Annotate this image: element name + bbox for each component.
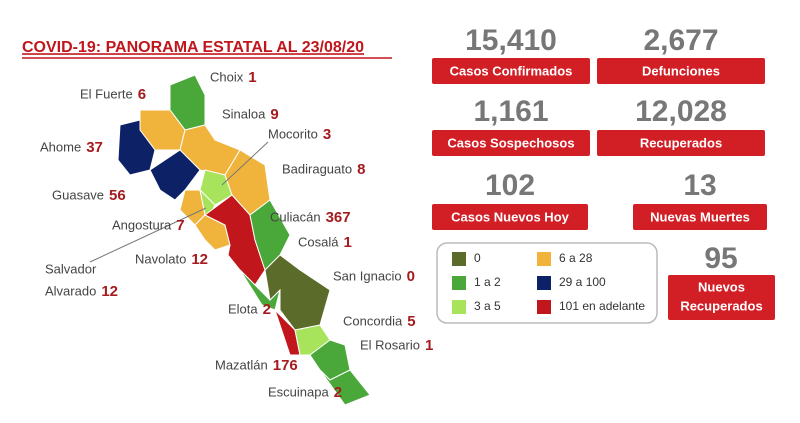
stat-value: 2,677 (643, 24, 718, 57)
legend-label: 101 en adelante (559, 299, 645, 313)
stat-label: Casos Sospechosos (447, 135, 574, 150)
municipality-name: Cosalá (298, 234, 339, 249)
municipality-value: 5 (407, 313, 415, 330)
municipality-value: 176 (273, 357, 298, 374)
municipality-name: Elota (228, 301, 258, 316)
municipality-value: 37 (86, 139, 103, 156)
stat-label: Defunciones (642, 63, 720, 78)
legend-swatch (452, 276, 466, 290)
stat-label: Recuperados (680, 298, 762, 313)
region-mocorito (199, 169, 233, 206)
municipality-name: Alvarado (45, 283, 96, 298)
municipality-name: Mazatlán (215, 357, 268, 372)
municipality-name: Badiraguato (282, 161, 352, 176)
municipality-name: Mocorito (268, 126, 318, 141)
municipality-name: San Ignacio (333, 268, 402, 283)
stat-box (597, 58, 765, 84)
municipality-value: 2 (263, 301, 271, 318)
municipality-value: 12 (101, 283, 118, 300)
municipality-name: Escuinapa (268, 384, 329, 399)
municipality-value: 7 (176, 217, 184, 234)
stat-label: Casos Confirmados (450, 63, 573, 78)
legend-label: 29 a 100 (559, 275, 606, 289)
legend-label: 3 a 5 (474, 299, 501, 313)
legend-label: 0 (474, 251, 481, 265)
stat-value: 95 (704, 242, 737, 275)
municipality-value: 9 (270, 106, 278, 123)
stat-box (432, 204, 588, 230)
municipality-name: Culiacán (270, 209, 321, 224)
municipality-name: Concordia (343, 313, 403, 328)
leader-line (221, 141, 269, 186)
stat-value: 102 (485, 169, 535, 202)
legend-swatch (537, 276, 551, 290)
municipality-name: Ahome (40, 139, 81, 154)
stat-value: 1,161 (473, 95, 548, 128)
municipality-value: 8 (357, 161, 365, 178)
municipality-value: 1 (425, 337, 433, 354)
stat-value: 15,410 (465, 24, 557, 57)
municipality-name: Guasave (52, 187, 104, 202)
municipality-value: 12 (191, 251, 208, 268)
municipality-name: Choix (210, 69, 244, 84)
region-escuinapa (319, 369, 371, 406)
legend-swatch (452, 300, 466, 314)
leader-line (89, 207, 207, 263)
municipality-value: 3 (323, 126, 331, 143)
municipality-value: 1 (248, 69, 256, 86)
municipality-value: 1 (343, 234, 351, 251)
legend-label: 6 a 28 (559, 251, 593, 265)
legend-swatch (537, 300, 551, 314)
municipality-name: El Rosario (360, 337, 420, 352)
municipality-name: Navolato (135, 251, 186, 266)
stat-box (633, 204, 767, 230)
region-san-ignacio (264, 254, 331, 331)
map (89, 74, 371, 406)
region-ahome (117, 119, 156, 176)
municipality-labels: Choix 1 El Fuerte 6 Sinaloa 9 Mocorito 3 Ahome 37… (40, 69, 433, 401)
stat-box (432, 130, 590, 156)
stat-label: Nuevos (698, 279, 745, 294)
municipality-value: 2 (334, 384, 342, 401)
municipality-name: Salvador (45, 261, 97, 276)
stat-value: 12,028 (635, 95, 727, 128)
municipality-value: 6 (138, 86, 146, 103)
stat-value: 13 (683, 169, 716, 202)
municipality-value: 56 (109, 187, 126, 204)
municipality-name: Angostura (112, 217, 172, 232)
legend-swatch (452, 252, 466, 266)
municipality-name: Sinaloa (222, 106, 266, 121)
legend-swatch (537, 252, 551, 266)
municipality-value: 367 (326, 209, 351, 226)
title: COVID-19: PANORAMA ESTATAL AL 23/08/20 (22, 39, 364, 56)
stat-box (432, 58, 590, 84)
municipality-value: 0 (407, 268, 415, 285)
municipality-name: El Fuerte (80, 86, 133, 101)
stat-box (597, 130, 765, 156)
stats: 15,410 Casos Confirmados 2,677 Defunciones 1… (432, 24, 775, 320)
legend-label: 1 a 2 (474, 275, 501, 289)
legend: 0 1 a 2 3 a 5 6 a 28 29 a 100 101 en adelante (452, 251, 645, 314)
stat-label: Recuperados (640, 135, 722, 150)
stat-label: Nuevas Muertes (650, 209, 750, 224)
stat-box (668, 275, 775, 320)
stat-label: Casos Nuevos Hoy (451, 209, 570, 224)
